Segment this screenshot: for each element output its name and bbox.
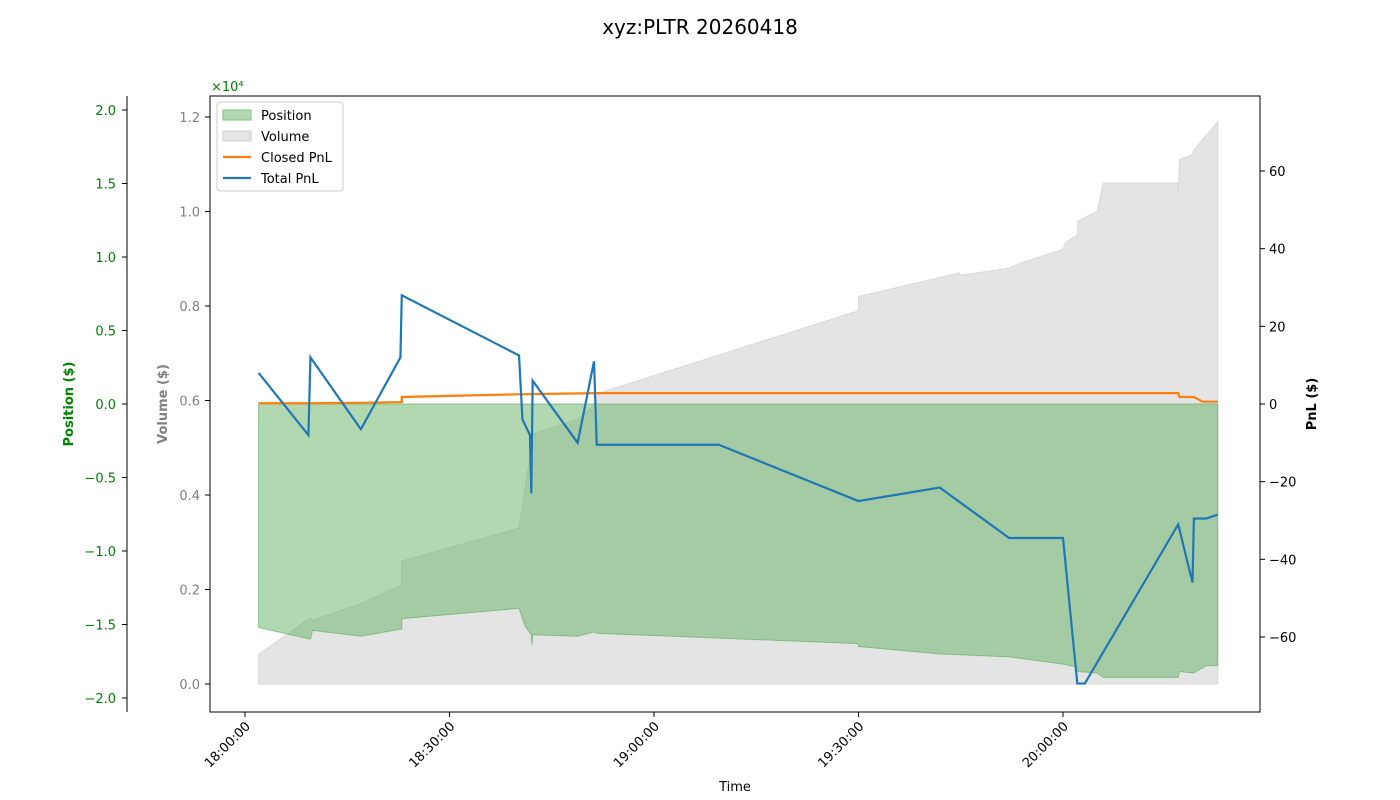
time-axis-label: Time: [718, 780, 751, 795]
position-scale-note: ×10⁴: [211, 80, 244, 95]
pnl-tick-label: 60: [1269, 165, 1286, 180]
legend-swatch-position: [222, 109, 252, 121]
position-tick-label: 1.5: [95, 178, 116, 193]
position-tick-label: 0.5: [95, 325, 116, 340]
position-axis-ticks: 2.0 1.5 1.0 0.5 0.0 −0.5 −1.0 −1.5 −2.0: [84, 104, 127, 707]
closed-pnl-line: [258, 392, 1218, 405]
legend-label: Total PnL: [260, 172, 319, 187]
volume-tick-label: 0.2: [179, 584, 200, 599]
position-tick-label: −1.0: [84, 545, 116, 560]
position-tick-label: 1.0: [95, 251, 116, 266]
plot-area: [257, 120, 1219, 685]
legend-box: [216, 101, 344, 192]
pnl-tick-label: −60: [1269, 631, 1296, 646]
total-pnl-line: [257, 293, 1219, 685]
pnl-tick-label: 40: [1269, 243, 1286, 258]
pnl-tick-label: 20: [1269, 320, 1286, 335]
position-tick-label: −0.5: [84, 472, 116, 487]
time-tick-label: 19:30:00: [815, 719, 867, 771]
time-tick-label: 20:00:00: [1020, 719, 1072, 771]
time-axis-ticks: 18:00:00 18:30:00 19:00:00 19:30:00 20:00:00: [202, 712, 1072, 771]
legend-label: Closed PnL: [261, 151, 333, 166]
position-area: [258, 403, 1219, 678]
pnl-axis-ticks: 60 40 20 0 −20 −40 −60: [1260, 165, 1296, 646]
time-tick-label: 19:00:00: [611, 719, 663, 771]
position-tick-label: −2.0: [84, 692, 116, 707]
position-tick-label: 2.0: [95, 104, 116, 119]
legend-swatch-volume: [222, 130, 252, 142]
time-tick-label: 18:30:00: [406, 719, 458, 771]
pnl-tick-label: 0: [1269, 398, 1277, 413]
volume-axis-label: Volume ($): [156, 364, 171, 444]
legend-label: Position: [261, 109, 312, 124]
legend-label: Volume: [261, 130, 309, 145]
position-axis-label: Position ($): [62, 362, 77, 447]
volume-tick-label: 0.0: [179, 678, 200, 693]
volume-axis-ticks: 1.2 1.0 0.8 0.6 0.4 0.2 0.0: [179, 111, 210, 693]
pnl-tick-label: −20: [1269, 476, 1296, 491]
volume-tick-label: 0.8: [179, 300, 200, 315]
pnl-axis-label: PnL ($): [1305, 378, 1320, 431]
legend: Position Volume Closed PnL Total PnL: [216, 101, 344, 192]
volume-tick-label: 1.2: [179, 111, 200, 126]
position-tick-label: −1.5: [84, 619, 116, 634]
volume-tick-label: 1.0: [179, 206, 200, 221]
time-tick-label: 18:00:00: [202, 719, 254, 771]
pnl-tick-label: −40: [1269, 553, 1296, 568]
position-tick-label: 0.0: [95, 398, 116, 413]
volume-tick-label: 0.6: [179, 395, 200, 410]
volume-tick-label: 0.4: [179, 489, 200, 504]
chart-title: xyz:PLTR 20260418: [602, 15, 798, 39]
